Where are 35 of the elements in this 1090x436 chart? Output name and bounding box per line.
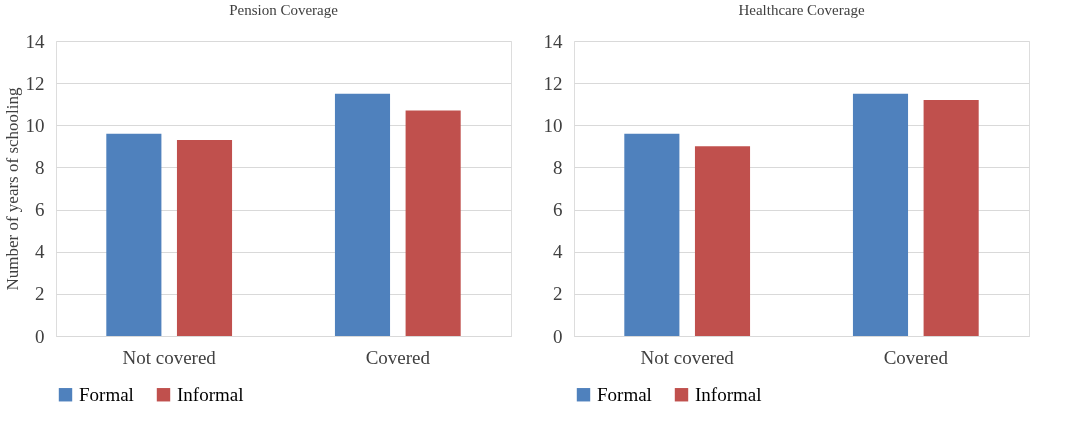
y-tick-label: 8 — [553, 156, 563, 178]
legend-label: Informal — [177, 383, 244, 405]
y-tick-label: 10 — [25, 114, 45, 136]
legend-label: Formal — [79, 383, 134, 405]
x-tick-label: Not covered — [640, 346, 735, 368]
x-tick-label: Covered — [883, 346, 949, 368]
y-tick-label: 2 — [553, 283, 563, 305]
bar — [405, 110, 461, 336]
y-tick-label: 6 — [553, 199, 563, 221]
y-tick-label: 14 — [543, 30, 563, 52]
bar — [852, 93, 909, 336]
bar — [334, 93, 391, 336]
bar — [176, 140, 233, 336]
y-tick-label: 4 — [35, 241, 45, 263]
bar — [624, 133, 680, 336]
y-axis-title: Number of years of schooling — [2, 87, 22, 291]
legend-label: Formal — [597, 383, 652, 405]
y-tick-label: 10 — [543, 114, 563, 136]
x-tick-label: Not covered — [122, 346, 217, 368]
y-tick-label: 6 — [35, 199, 45, 221]
bar — [694, 146, 751, 336]
bar — [106, 133, 162, 336]
y-tick-label: 0 — [553, 325, 563, 347]
x-tick-label: Covered — [365, 346, 431, 368]
legend-label: Informal — [695, 383, 762, 405]
y-tick-label: 12 — [543, 72, 563, 94]
y-tick-label: 0 — [35, 325, 45, 347]
chart-title: Pension Coverage — [229, 2, 339, 18]
y-tick-label: 12 — [25, 72, 45, 94]
y-tick-label: 4 — [553, 241, 563, 263]
bar — [923, 100, 979, 336]
y-tick-label: 8 — [35, 156, 45, 178]
chart-title: Healthcare Coverage — [738, 2, 865, 18]
y-tick-label: 14 — [25, 30, 45, 52]
y-tick-label: 2 — [35, 283, 45, 305]
